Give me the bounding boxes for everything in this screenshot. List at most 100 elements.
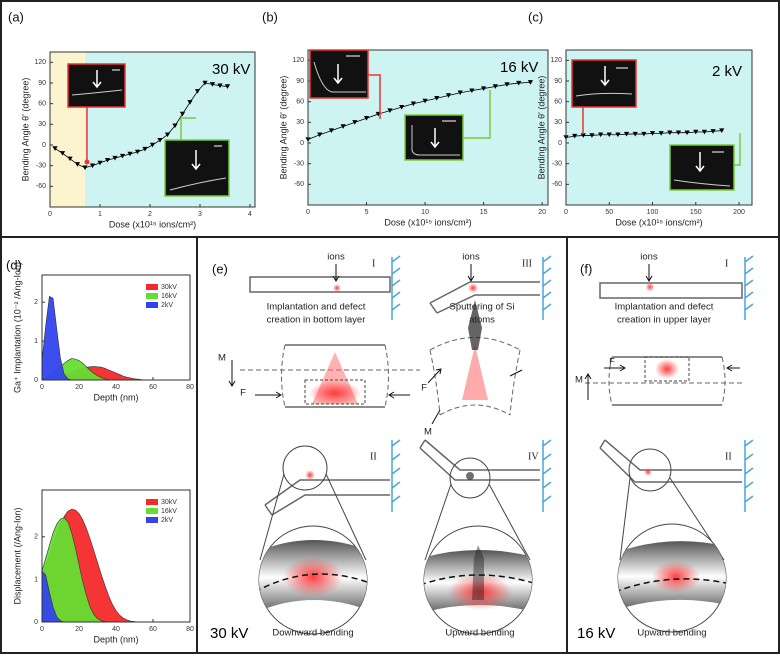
inset — [404, 114, 464, 161]
marker — [224, 84, 231, 89]
plot-frame — [49, 51, 256, 208]
y-tick-label: 60 — [38, 101, 46, 108]
series-group — [41, 508, 153, 623]
y-tick-label: 90 — [296, 78, 304, 85]
marker — [187, 100, 193, 105]
marker — [149, 142, 156, 148]
cantilever — [429, 302, 438, 314]
legend-label: 30kV — [161, 499, 177, 506]
caption: atoms — [469, 315, 495, 326]
x-tick-label: 1 — [98, 211, 102, 218]
panel-f: (f) ions I Implantation and defect creat… — [575, 252, 754, 642]
inset — [309, 49, 369, 99]
wall — [744, 255, 754, 320]
caption: creation in upper layer — [617, 315, 711, 326]
x-axis-label: Dose (x10¹⁵ ions/cm²) — [615, 217, 702, 227]
legend-label: 2kV — [161, 517, 173, 524]
marker — [693, 129, 699, 135]
defects — [448, 574, 512, 610]
x-tick-label: 20 — [538, 209, 546, 216]
marker — [572, 133, 578, 139]
x-tick-label: 0 — [40, 384, 44, 391]
panel-label: (f) — [580, 261, 592, 276]
marker — [179, 111, 186, 117]
marker — [684, 130, 690, 136]
marker — [598, 132, 604, 138]
marker — [667, 130, 673, 136]
stage: I — [725, 258, 728, 269]
marker — [82, 165, 88, 171]
force-label: F — [609, 357, 615, 368]
cantilever — [249, 276, 391, 293]
y-axis-label: Displacement (/Ang-Ion) — [12, 507, 22, 604]
y-tick-label: 120 — [292, 57, 304, 64]
marker — [217, 83, 223, 89]
neutral-axis — [424, 574, 532, 586]
marker — [527, 80, 534, 85]
legend-label: 16kV — [161, 508, 177, 515]
sputtered-atoms — [468, 300, 482, 350]
region — [644, 356, 690, 382]
ions-label: ions — [462, 252, 480, 263]
sputtered-atoms — [472, 545, 484, 600]
force-label: M — [575, 375, 583, 386]
neutral-axis — [618, 578, 726, 593]
y-tick-label: 90 — [38, 80, 46, 87]
x-axis-label: Dose (x10¹⁵ ions/cm²) — [109, 219, 196, 229]
inset-line — [71, 89, 123, 96]
panel-e: (e) ions I Implantation and defect creat… — [210, 252, 552, 642]
marker — [492, 84, 498, 89]
defects — [644, 468, 652, 476]
y-axis-label: Bending Angle θ' (degree) — [278, 76, 288, 180]
x-tick-label: 0 — [48, 211, 52, 218]
wall — [391, 439, 401, 512]
y-tick-label: 1 — [34, 576, 38, 583]
stage: II — [725, 451, 732, 462]
region — [304, 379, 366, 405]
x-tick-label: 200 — [733, 209, 745, 216]
annotation: 16 kV — [500, 59, 538, 76]
inset-line — [313, 61, 366, 93]
marker — [352, 120, 358, 125]
y-tick-label: 60 — [296, 99, 304, 106]
inset-arrow — [92, 70, 102, 89]
marker — [632, 131, 638, 137]
result: Downward bending — [272, 628, 353, 639]
x-tick-label: 4 — [248, 211, 252, 218]
connector-dot — [84, 159, 90, 165]
connector — [180, 117, 196, 140]
defect-cloud — [462, 345, 488, 400]
marker — [157, 137, 163, 143]
marker — [74, 162, 81, 167]
marker — [104, 157, 111, 163]
zoom-circle — [282, 445, 328, 491]
legend-label: 2kV — [161, 302, 173, 309]
marker — [615, 132, 621, 138]
cantilever — [419, 439, 540, 481]
neutral-axis — [259, 573, 367, 593]
marker — [119, 153, 126, 159]
marker — [194, 89, 201, 94]
panel-label: (a) — [8, 9, 24, 24]
x-tick-label: 80 — [186, 384, 194, 391]
wall — [542, 255, 552, 320]
y-axis-label: Bending Angle θ' (degree) — [20, 78, 30, 182]
defects — [305, 470, 315, 480]
zoom-circle — [449, 457, 491, 499]
legend-swatch — [146, 284, 158, 290]
x-tick-label: 5 — [365, 209, 369, 216]
x-tick-label: 60 — [149, 384, 157, 391]
series-group — [41, 295, 153, 381]
y-tick-label: 60 — [554, 99, 562, 106]
inset-arrow — [333, 64, 343, 85]
x-tick-label: 10 — [421, 209, 429, 216]
marker — [710, 129, 716, 134]
series-group — [52, 80, 231, 171]
caption: Implantation and defect — [615, 302, 714, 313]
y-tick-label: 0 — [42, 142, 46, 149]
x-axis-label: Depth (nm) — [93, 392, 138, 402]
marker — [469, 88, 475, 94]
ions-label: ions — [327, 252, 345, 263]
defects — [645, 282, 655, 292]
